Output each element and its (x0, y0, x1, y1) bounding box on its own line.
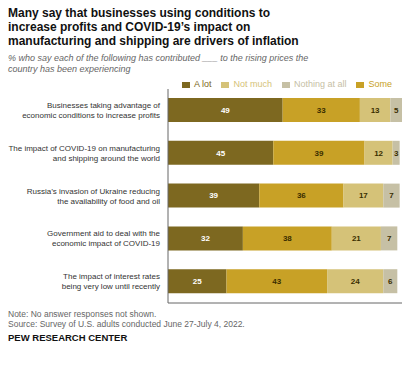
svg-text:Russia’s invasion of Ukraine r: Russia’s invasion of Ukraine reducingthe… (27, 187, 160, 206)
svg-text:39: 39 (314, 149, 323, 158)
svg-text:7: 7 (387, 234, 392, 243)
svg-text:3: 3 (394, 149, 399, 158)
html-text:Many say that businesses using: Many say that businesses using condition… (8, 6, 299, 48)
svg-text:The impact of COVID-19 on manu: The impact of COVID-19 on manufacturinga… (8, 144, 160, 163)
svg-text:43: 43 (272, 277, 281, 286)
svg-text:36: 36 (297, 191, 306, 200)
html-text:Nothing at all: Nothing at all (293, 79, 347, 89)
html-text:% who say each of the followin: % who say each of the following has cont… (8, 53, 309, 74)
html-text:A lot: A lot (193, 79, 212, 89)
svg-text:17: 17 (359, 191, 368, 200)
svg-text:The impact of interest ratesbe: The impact of interest ratesbeing very l… (62, 272, 160, 291)
svg-text:39: 39 (209, 191, 218, 200)
svg-text:32: 32 (201, 234, 210, 243)
html-text:Some: Some (368, 79, 392, 89)
svg-text:21: 21 (352, 234, 361, 243)
svg-text:7: 7 (389, 191, 394, 200)
svg-text:24: 24 (351, 277, 360, 286)
html-text:Note: No answer responses not: Note: No answer responses not shown. Sou… (8, 309, 245, 329)
svg-text:5: 5 (394, 106, 399, 115)
svg-text:45: 45 (216, 149, 225, 158)
svg-text:12: 12 (374, 149, 383, 158)
svg-text:13: 13 (371, 106, 380, 115)
svg-text:49: 49 (221, 106, 230, 115)
html-text:Not much: Not much (233, 79, 272, 89)
svg-text:38: 38 (283, 234, 292, 243)
svg-text:6: 6 (388, 277, 393, 286)
svg-text:Government aid to deal with th: Government aid to deal with theeconomic … (47, 229, 161, 248)
svg-text:25: 25 (193, 277, 202, 286)
svg-text:Businesses taking advantage of: Businesses taking advantage ofeconomic c… (22, 101, 161, 120)
html-text:PEW RESEARCH CENTER: PEW RESEARCH CENTER (8, 332, 128, 343)
svg-text:33: 33 (317, 106, 326, 115)
